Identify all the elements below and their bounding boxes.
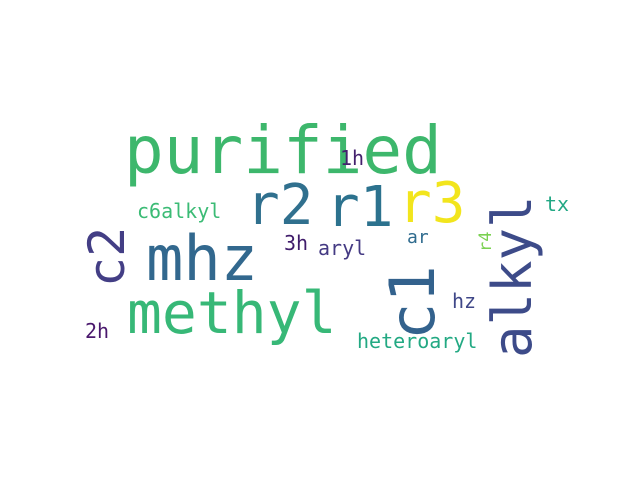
word-methyl: methyl [127, 284, 337, 342]
word-c6alkyl: c6alkyl [137, 201, 221, 221]
word-alkyl: alkyl [486, 195, 540, 358]
word-r4: r4 [478, 232, 495, 252]
word-2h: 2h [85, 321, 109, 341]
word-r3: r3 [398, 176, 465, 232]
word-c2: c2 [82, 227, 132, 287]
word-hz: hz [452, 291, 476, 311]
word-tx: tx [545, 194, 569, 214]
word-aryl: aryl [318, 238, 366, 258]
word-1h: 1h [340, 148, 364, 168]
word-r2: r2 [246, 178, 313, 234]
word-r1: r1 [326, 180, 393, 236]
word-ar: ar [407, 229, 429, 247]
word-3h: 3h [284, 233, 308, 253]
word-heteroaryl: heteroaryl [357, 331, 477, 351]
